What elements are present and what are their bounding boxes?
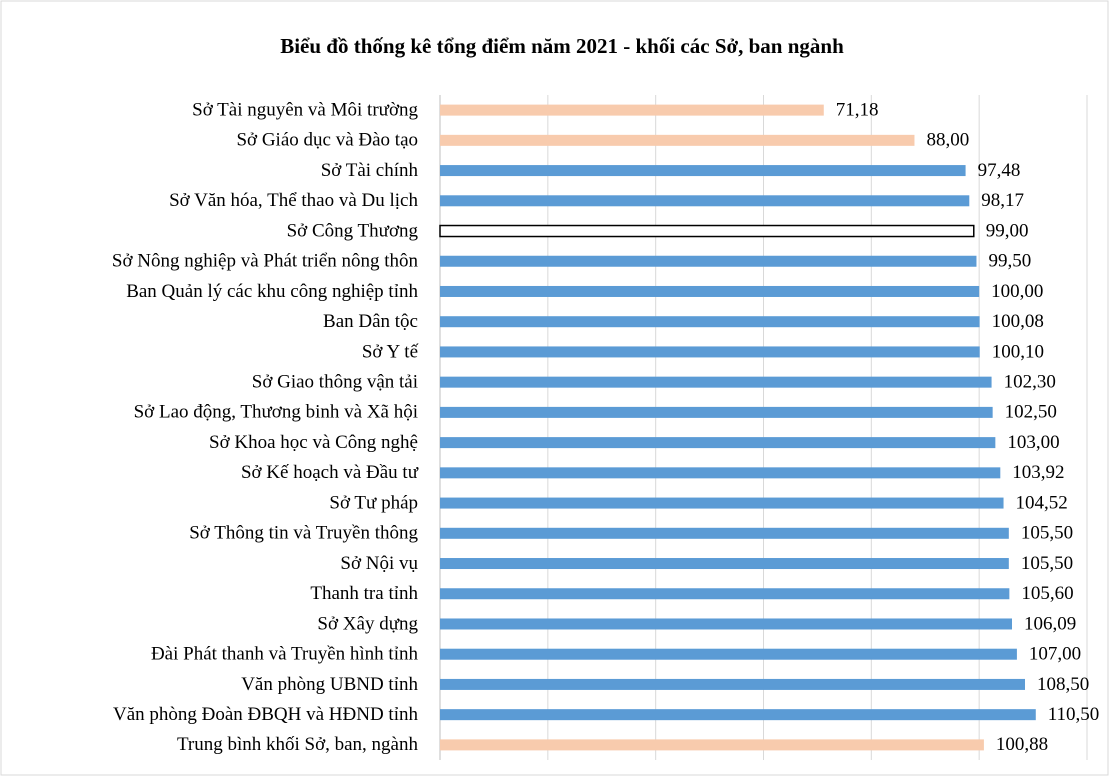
bar	[439, 224, 975, 238]
value-label: 97,48	[978, 160, 1021, 181]
bar	[440, 316, 980, 328]
y-tick-label: Sở Kế hoạch và Đầu tư	[241, 462, 419, 483]
bar	[440, 467, 1001, 479]
value-label: 102,50	[1005, 402, 1057, 423]
bar	[440, 165, 966, 177]
y-tick-label: Ban Quản lý các khu công nghiệp tỉnh	[126, 281, 418, 302]
bar	[440, 709, 1036, 721]
bar	[440, 558, 1009, 570]
y-tick-label: Sở Giao thông vận tải	[252, 372, 418, 393]
y-tick-label: Sở Nội vụ	[340, 553, 418, 574]
bar	[440, 648, 1017, 660]
y-tick-label: Đài Phát thanh và Truyền hình tỉnh	[151, 644, 419, 665]
y-tick-label: Thanh tra tỉnh	[310, 583, 418, 604]
value-label: 99,50	[988, 251, 1031, 272]
value-label: 107,00	[1029, 644, 1081, 665]
bar	[440, 588, 1010, 600]
y-tick-label: Sở Lao động, Thương binh và Xã hội	[134, 402, 418, 423]
bar	[440, 376, 992, 388]
y-tick-label: Sở Thông tin và Truyền thông	[189, 523, 418, 544]
value-label: 98,17	[981, 190, 1024, 211]
value-label: 103,92	[1012, 462, 1064, 483]
bar	[440, 195, 970, 207]
y-tick-label: Sở Y tế	[362, 341, 419, 362]
y-tick-label: Sở Văn hóa, Thể thao và Du lịch	[169, 190, 418, 211]
value-label: 88,00	[926, 130, 969, 151]
y-tick-label: Sở Tài chính	[321, 160, 419, 181]
bar	[440, 255, 977, 267]
value-label: 106,09	[1024, 613, 1076, 634]
y-tick-label: Văn phòng Đoàn ĐBQH và HĐND tỉnh	[113, 704, 419, 725]
bar	[440, 527, 1009, 539]
y-tick-label: Sở Công Thương	[287, 220, 419, 241]
y-tick-label: Ban Dân tộc	[323, 311, 418, 332]
bar	[440, 437, 996, 449]
bar	[440, 739, 984, 751]
value-label: 100,10	[992, 341, 1044, 362]
y-tick-label: Văn phòng UBND tỉnh	[241, 674, 418, 695]
bar	[440, 134, 915, 146]
value-label: 108,50	[1037, 674, 1089, 695]
value-label: 104,52	[1016, 492, 1068, 513]
chart-title: Biểu đồ thống kê tổng điểm năm 2021 - kh…	[280, 34, 844, 58]
bar	[440, 104, 824, 116]
y-tick-label: Sở Tài nguyên và Môi trường	[192, 99, 418, 120]
y-tick-label: Sở Giáo dục và Đào tạo	[236, 130, 418, 151]
bar	[440, 678, 1025, 690]
value-label: 105,50	[1021, 523, 1073, 544]
value-label: 99,00	[986, 220, 1029, 241]
value-label: 71,18	[836, 99, 879, 120]
bar	[440, 406, 993, 418]
value-label: 100,08	[992, 311, 1044, 332]
value-label: 103,00	[1007, 432, 1059, 453]
bar	[440, 346, 980, 358]
value-label: 100,88	[996, 734, 1048, 755]
bar	[440, 618, 1013, 630]
y-tick-label: Sở Tư pháp	[329, 492, 418, 513]
y-tick-label: Trung bình khối Sở, ban, ngành	[177, 734, 419, 755]
value-label: 100,00	[991, 281, 1043, 302]
value-label: 110,50	[1048, 704, 1100, 725]
bar	[440, 497, 1004, 509]
value-label: 105,60	[1021, 583, 1073, 604]
y-tick-label: Sở Nông nghiệp và Phát triển nông thôn	[112, 251, 419, 272]
y-tick-label: Sở Khoa học và Công nghệ	[209, 432, 418, 453]
y-tick-label: Sở Xây dựng	[317, 613, 418, 634]
value-label: 102,30	[1004, 372, 1056, 393]
value-label: 105,50	[1021, 553, 1073, 574]
bar	[440, 285, 980, 297]
